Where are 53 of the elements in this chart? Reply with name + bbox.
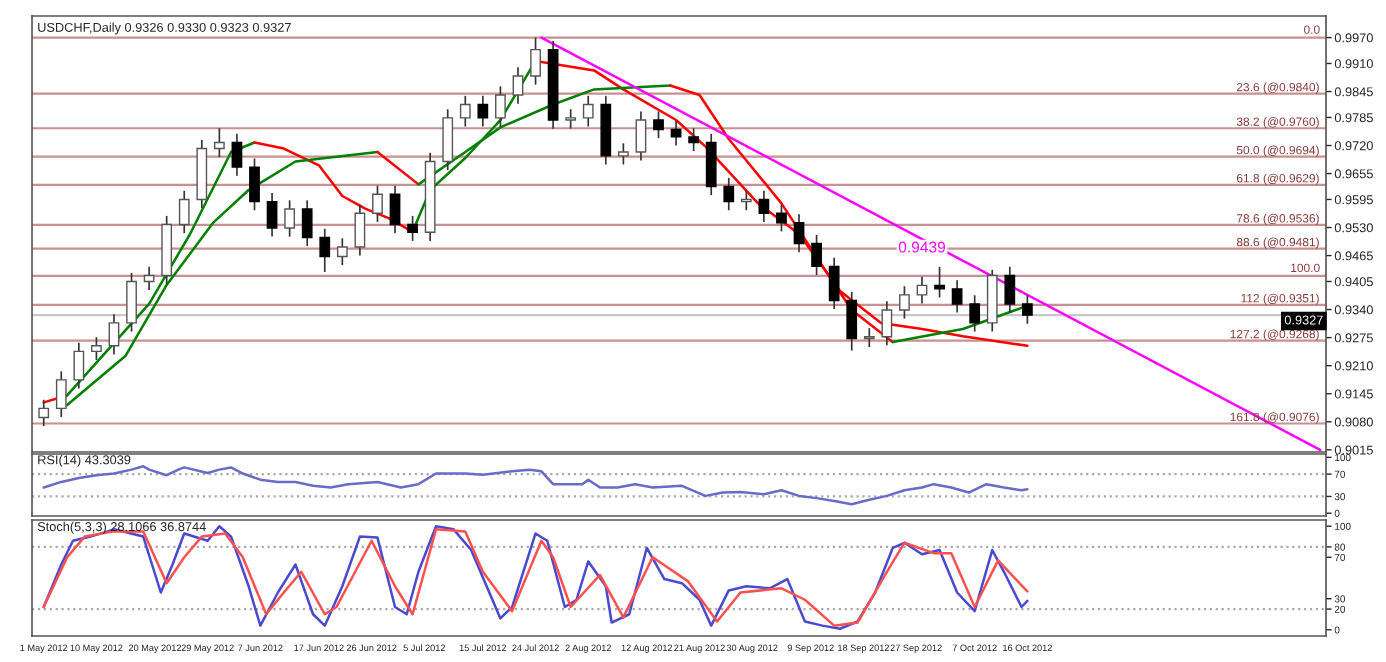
candlestick [582, 95, 594, 128]
candlestick [863, 327, 875, 348]
candlestick [986, 268, 998, 333]
candlestick [688, 127, 700, 152]
candlestick [389, 184, 401, 234]
candlestick [178, 189, 190, 234]
candlestick [1022, 294, 1033, 325]
candlestick [899, 285, 910, 320]
candlestick [951, 279, 963, 314]
candlestick [969, 294, 981, 333]
candlestick [73, 341, 85, 390]
candlestick [108, 313, 120, 356]
candlestick [740, 189, 752, 212]
candlestick [249, 157, 260, 212]
candlestick [565, 108, 577, 130]
candlestick [495, 85, 506, 128]
candlestick [723, 177, 735, 212]
candlestick [126, 272, 137, 333]
candlestick [336, 237, 348, 266]
candlestick [530, 36, 541, 86]
candlestick [319, 227, 331, 273]
candlestick [670, 120, 682, 147]
candlestick [793, 213, 805, 253]
candlestick [653, 110, 664, 140]
candlestick [828, 256, 840, 310]
candlestick [617, 142, 629, 166]
line-series [42, 465, 1029, 506]
candlestick [91, 336, 102, 361]
candlestick [266, 192, 278, 238]
candlestick [934, 265, 945, 299]
candlestick [407, 215, 418, 242]
candlestick [705, 133, 717, 196]
candlestick [284, 199, 296, 238]
candlestick [213, 127, 225, 158]
candlestick [811, 234, 822, 276]
candlestick [354, 203, 366, 257]
candlestick [55, 370, 67, 418]
candlestick [776, 203, 787, 233]
candlestick [459, 95, 471, 128]
candlestick [231, 133, 243, 177]
candlestick [1004, 265, 1016, 314]
candlestick [916, 275, 928, 305]
candlestick [512, 66, 524, 105]
candlestick [301, 199, 313, 247]
candlestick [846, 291, 858, 352]
candlestick [758, 189, 770, 223]
candlestick [635, 110, 647, 162]
candlestick [881, 300, 893, 347]
candlestick [442, 108, 454, 171]
candlestick [143, 265, 155, 291]
candlestick [38, 398, 50, 427]
candlestick [477, 95, 489, 128]
candlestick [372, 184, 383, 223]
